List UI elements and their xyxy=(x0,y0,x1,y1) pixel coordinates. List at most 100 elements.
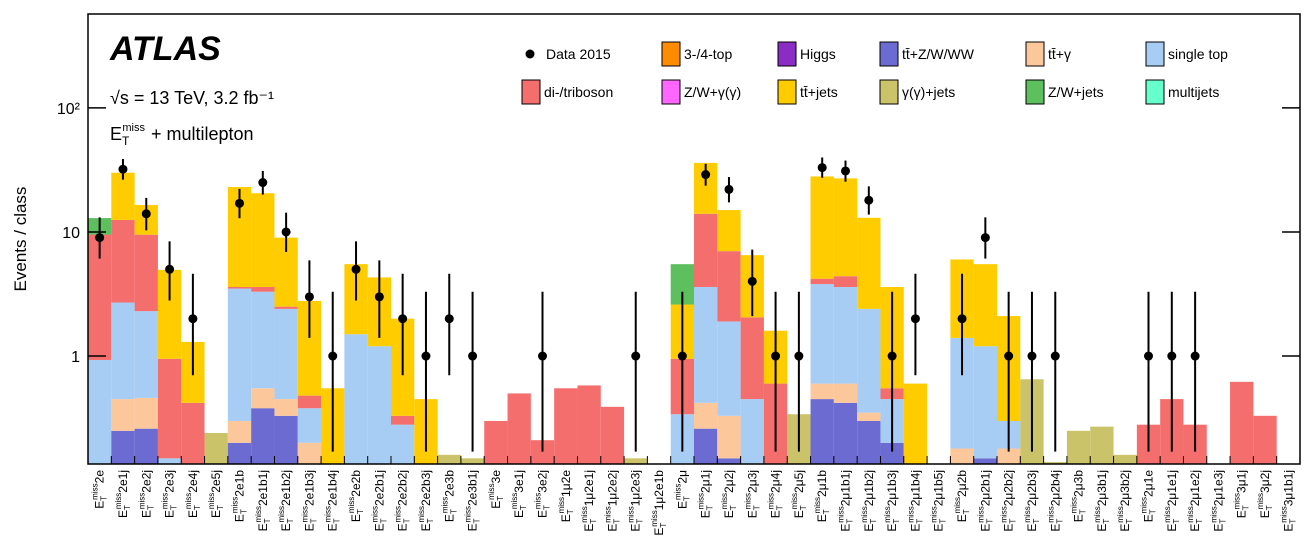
category: 2e1b1j xyxy=(256,470,270,506)
met-sup: miss xyxy=(394,506,403,522)
met-sub: T xyxy=(962,509,971,514)
category: 2e1j xyxy=(116,470,130,493)
met-base: E xyxy=(605,524,619,532)
legend-entry: single top xyxy=(1145,41,1228,67)
data-point xyxy=(281,227,291,237)
met-base: E xyxy=(163,510,177,518)
category: 2μ1b xyxy=(815,470,829,497)
met-base: E xyxy=(1165,524,1179,532)
bar-segment xyxy=(391,424,415,464)
category: 2μ1e3j xyxy=(1211,470,1225,506)
bar-segment xyxy=(507,393,531,464)
x-tick-label: ETmiss2μ2b4j xyxy=(1046,470,1064,532)
category: 2e2b1j xyxy=(372,470,386,506)
category: 2μ1e xyxy=(1142,470,1156,497)
legend-entry: Data 2015 xyxy=(525,46,611,62)
met-sub: T xyxy=(939,519,948,524)
bar-segment xyxy=(274,306,298,309)
x-tick-label: ETmiss2μ1j xyxy=(697,470,715,518)
bar-segment xyxy=(717,251,741,322)
bar-segment xyxy=(1253,415,1277,464)
category: 2μ3b2j xyxy=(1118,470,1132,506)
met-sup: miss xyxy=(557,497,566,513)
legend-entry: γ(γ)+jets xyxy=(879,79,955,105)
y-tick-label: 1 xyxy=(71,349,80,366)
data-point xyxy=(631,351,641,361)
category: 2μ3b xyxy=(1072,470,1086,497)
bar-segment xyxy=(251,193,275,288)
bar-segment xyxy=(227,287,252,289)
data-point xyxy=(957,314,967,324)
category: 2μ2b xyxy=(955,470,969,497)
met-sub: T xyxy=(706,505,715,510)
x-tick-label: ETmiss2μ1e xyxy=(1140,470,1158,523)
category: 3μ1b1j xyxy=(1281,470,1295,506)
x-tick-label: ETmiss2μ1b1j xyxy=(837,470,855,532)
category: 2μ xyxy=(675,470,689,484)
bar-segment xyxy=(1066,430,1091,464)
met-sup: miss xyxy=(930,506,939,522)
met-sub: T xyxy=(519,505,528,510)
met-base: E xyxy=(1188,524,1202,532)
legend-label: tt̄+γ xyxy=(1048,46,1071,62)
met-sub: T xyxy=(100,496,109,501)
data-point xyxy=(887,351,897,361)
legend-swatch xyxy=(879,79,899,105)
category: 2e3j xyxy=(163,470,177,493)
legend-entry: 3-/4-top xyxy=(661,41,732,67)
met-sup: miss xyxy=(790,493,799,509)
x-tick-label: ETmiss1μ2e1b xyxy=(650,470,668,536)
category: 2e5j xyxy=(209,470,223,493)
x-tick-label: ETmiss2μ1b xyxy=(813,470,831,523)
bar-segment xyxy=(554,388,578,464)
met-base: E xyxy=(536,510,550,518)
x-tick-label: ETmiss3μ1j xyxy=(1233,470,1251,518)
bar-segment xyxy=(997,448,1021,464)
x-tick-label: ETmiss2μ2b2j xyxy=(1000,470,1018,532)
data-point xyxy=(794,351,804,361)
met-base: E xyxy=(1025,524,1039,532)
met-sup: miss xyxy=(580,506,589,522)
category: 2μ1b4j xyxy=(908,470,922,506)
category: 1μ2e3j xyxy=(629,470,643,506)
x-tick-label: ETmiss1μ2e2j xyxy=(603,470,621,532)
met-sup: miss xyxy=(277,506,286,522)
bar-segment xyxy=(1043,462,1067,464)
data-point xyxy=(258,178,268,188)
bar-segment xyxy=(810,284,834,384)
data-point xyxy=(95,233,105,243)
category: 3e1j xyxy=(512,470,526,493)
x-tick-label: ETmiss2μ1b5j xyxy=(930,470,948,532)
x-tick-label: ETmiss2μ2b1j xyxy=(976,470,994,532)
met-sub: T xyxy=(379,518,388,523)
met-sub: T xyxy=(333,518,342,523)
met-sup: miss xyxy=(1070,497,1079,513)
met-sub: T xyxy=(286,518,295,523)
legend-swatch xyxy=(777,41,797,67)
bar-segment xyxy=(157,269,182,359)
met-sub: T xyxy=(193,505,202,510)
bar-segment xyxy=(717,458,741,464)
legend-label: di-/triboson xyxy=(544,84,613,100)
data-point xyxy=(701,170,711,180)
bar-segment xyxy=(857,412,881,421)
met-base: E xyxy=(349,514,363,522)
x-tick-label: ETmiss3μ2j xyxy=(1256,470,1274,518)
met-sub: T xyxy=(729,505,738,510)
met-sup: miss xyxy=(91,483,100,499)
met-sup: miss xyxy=(1140,497,1149,513)
category: 2μ2b4j xyxy=(1048,470,1062,506)
met-sup: miss xyxy=(953,497,962,513)
bar-segment xyxy=(460,458,485,464)
legend-label: multijets xyxy=(1168,84,1219,100)
met-base: E xyxy=(769,510,783,518)
bar-segment xyxy=(1113,454,1137,464)
met-base: E xyxy=(862,524,876,532)
legend-swatch xyxy=(1145,79,1165,105)
bar-segment xyxy=(134,311,158,398)
met-sup: miss xyxy=(1209,506,1218,522)
met-sup: miss xyxy=(1163,506,1172,522)
bar-segment xyxy=(157,458,182,464)
bar-segment xyxy=(694,213,718,288)
bar-segment xyxy=(973,264,997,347)
